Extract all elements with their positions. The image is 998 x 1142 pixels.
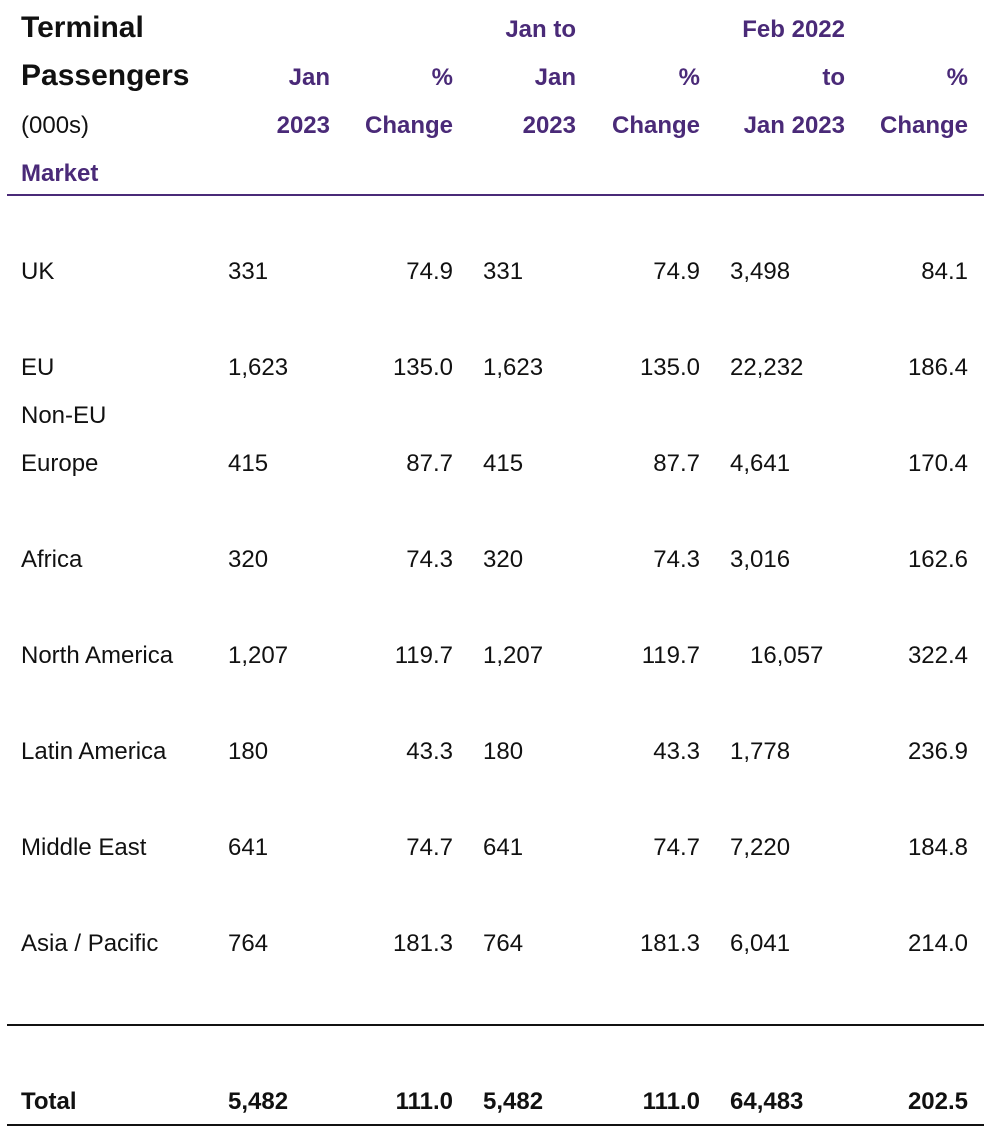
market-name: Asia / Pacific <box>21 930 159 957</box>
cell-jan-2023: 1,623 <box>228 354 289 381</box>
cell-jan-to-jan: 764 <box>483 930 524 957</box>
market-name: Latin America <box>21 738 167 765</box>
total-pct-change-1: 111.0 <box>395 1088 453 1115</box>
col-pct-change-3-header-l1: % <box>946 64 968 91</box>
col-pct-change-1-header-l1: % <box>431 64 453 91</box>
cell-jan-2023: 764 <box>228 930 269 957</box>
total-rolling-12m: 64,483 <box>730 1088 804 1115</box>
col-rolling-12m-header-l3: Jan 2023 <box>743 112 845 139</box>
cell-rolling-12m: 16,057 <box>750 642 824 669</box>
cell-pct-change-2: 43.3 <box>653 738 700 765</box>
market-name: UK <box>21 258 55 285</box>
cell-pct-change-1: 74.3 <box>406 546 453 573</box>
col-pct-change-2-header-l2: Change <box>611 112 700 139</box>
cell-pct-change-1: 43.3 <box>406 738 453 765</box>
cell-pct-change-1: 119.7 <box>394 642 453 669</box>
col-pct-change-3-header-l2: Change <box>879 112 968 139</box>
col-jan-2023-header-l1: Jan <box>288 64 330 91</box>
cell-pct-change-2: 87.7 <box>653 450 700 477</box>
cell-jan-to-jan: 641 <box>483 834 524 861</box>
cell-jan-to-jan: 1,207 <box>483 642 544 669</box>
cell-pct-change-3: 84.1 <box>921 258 968 285</box>
total-jan-2023: 5,482 <box>228 1088 289 1115</box>
col-jan-to-jan-header-l2: Jan <box>534 64 576 91</box>
cell-rolling-12m: 3,498 <box>730 258 791 285</box>
cell-rolling-12m: 1,778 <box>730 738 791 765</box>
cell-pct-change-1: 74.9 <box>406 258 453 285</box>
col-jan-to-jan-header-l3: 2023 <box>522 112 576 139</box>
units-label: (000s) <box>21 112 90 139</box>
market-name: Europe <box>21 450 99 477</box>
cell-pct-change-1: 87.7 <box>406 450 453 477</box>
total-pct-change-3: 202.5 <box>907 1088 968 1115</box>
cell-jan-to-jan: 1,623 <box>483 354 544 381</box>
market-column-header: Market <box>21 160 99 187</box>
market-name: Africa <box>21 546 83 573</box>
cell-pct-change-1: 135.0 <box>392 354 453 381</box>
total-label: Total <box>21 1088 77 1115</box>
cell-pct-change-3: 322.4 <box>907 642 968 669</box>
cell-pct-change-2: 74.9 <box>653 258 700 285</box>
cell-pct-change-2: 181.3 <box>639 930 700 957</box>
cell-pct-change-2: 74.3 <box>653 546 700 573</box>
cell-pct-change-2: 119.7 <box>641 642 700 669</box>
cell-rolling-12m: 6,041 <box>730 930 791 957</box>
cell-jan-to-jan: 180 <box>483 738 524 765</box>
col-pct-change-2-header-l1: % <box>678 64 700 91</box>
total-divider <box>7 1024 984 1026</box>
table-title-line2: Passengers <box>21 59 190 92</box>
total-jan-to-jan: 5,482 <box>483 1088 544 1115</box>
market-name: EU <box>21 354 55 381</box>
bottom-border <box>7 1124 984 1126</box>
cell-jan-2023: 641 <box>228 834 269 861</box>
cell-jan-to-jan: 415 <box>483 450 524 477</box>
cell-pct-change-1: 74.7 <box>406 834 453 861</box>
cell-pct-change-3: 184.8 <box>907 834 968 861</box>
col-rolling-12m-header-l1: Feb 2022 <box>742 16 845 43</box>
cell-jan-2023: 1,207 <box>228 642 289 669</box>
cell-pct-change-3: 186.4 <box>907 354 968 381</box>
cell-rolling-12m: 22,232 <box>730 354 804 381</box>
total-pct-change-2: 111.0 <box>642 1088 700 1115</box>
market-name: North America <box>21 642 174 669</box>
cell-pct-change-3: 170.4 <box>907 450 968 477</box>
cell-rolling-12m: 4,641 <box>730 450 791 477</box>
cell-rolling-12m: 7,220 <box>730 834 791 861</box>
cell-rolling-12m: 3,016 <box>730 546 791 573</box>
table-title-line1: Terminal <box>21 11 144 44</box>
header-divider <box>7 194 984 196</box>
cell-pct-change-2: 135.0 <box>639 354 700 381</box>
market-name: Middle East <box>21 834 147 861</box>
col-rolling-12m-header-l2: to <box>822 64 845 91</box>
cell-pct-change-3: 214.0 <box>907 930 968 957</box>
cell-jan-2023: 180 <box>228 738 269 765</box>
col-jan-to-jan-header-l1: Jan to <box>505 16 576 43</box>
cell-pct-change-1: 181.3 <box>392 930 453 957</box>
col-jan-2023-header-l2: 2023 <box>276 112 330 139</box>
col-pct-change-1-header-l2: Change <box>364 112 453 139</box>
cell-jan-to-jan: 331 <box>483 258 524 285</box>
cell-pct-change-3: 162.6 <box>907 546 968 573</box>
cell-jan-to-jan: 320 <box>483 546 524 573</box>
market-name-line1: Non-EU <box>21 402 107 429</box>
cell-jan-2023: 320 <box>228 546 269 573</box>
cell-jan-2023: 331 <box>228 258 269 285</box>
cell-pct-change-3: 236.9 <box>907 738 968 765</box>
cell-pct-change-2: 74.7 <box>653 834 700 861</box>
cell-jan-2023: 415 <box>228 450 269 477</box>
